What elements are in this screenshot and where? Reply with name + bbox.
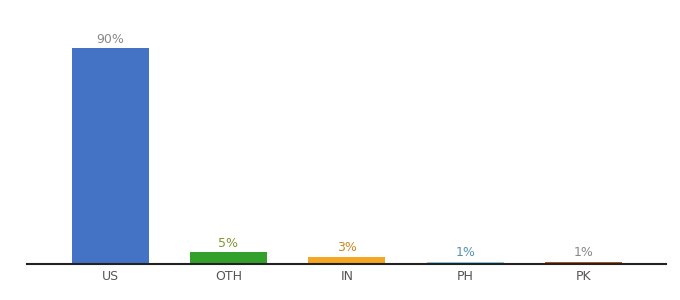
Text: 5%: 5%	[218, 237, 239, 250]
Text: 90%: 90%	[96, 33, 124, 46]
Text: 3%: 3%	[337, 242, 357, 254]
Bar	[190, 252, 267, 264]
Bar	[71, 48, 148, 264]
Bar	[545, 262, 622, 264]
Text: 1%: 1%	[455, 246, 475, 259]
Text: 1%: 1%	[574, 246, 594, 259]
Bar	[308, 257, 386, 264]
Bar	[426, 262, 504, 264]
